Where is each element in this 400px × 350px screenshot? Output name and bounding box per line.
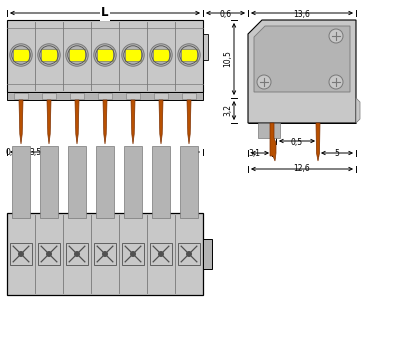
Bar <box>14 93 28 99</box>
Text: 3,2: 3,2 <box>223 105 232 117</box>
Circle shape <box>257 75 271 89</box>
Bar <box>150 243 172 265</box>
Bar <box>124 146 142 218</box>
Text: 3,5: 3,5 <box>29 148 41 157</box>
Bar <box>97 49 113 61</box>
Bar <box>94 243 116 265</box>
Bar <box>10 243 32 265</box>
Bar <box>7 20 203 92</box>
Bar <box>41 49 57 61</box>
Polygon shape <box>254 26 350 92</box>
Bar <box>98 93 112 99</box>
Circle shape <box>94 44 116 66</box>
Circle shape <box>329 75 343 89</box>
Bar <box>180 146 198 218</box>
Circle shape <box>178 44 200 66</box>
Circle shape <box>186 251 192 257</box>
Text: L: L <box>101 7 109 20</box>
Circle shape <box>18 251 24 257</box>
Circle shape <box>46 251 52 257</box>
Bar <box>68 146 86 218</box>
Bar <box>203 239 212 269</box>
Bar <box>181 49 197 61</box>
Text: 0,6: 0,6 <box>220 10 232 19</box>
Circle shape <box>130 251 136 257</box>
Bar <box>42 93 56 99</box>
Bar <box>125 49 141 61</box>
Circle shape <box>74 251 80 257</box>
Bar <box>7 213 203 295</box>
Bar <box>12 146 30 218</box>
Text: 0,75: 0,75 <box>6 148 22 157</box>
Bar <box>126 93 140 99</box>
Bar <box>38 243 60 265</box>
Text: 3,1: 3,1 <box>248 149 260 158</box>
Bar <box>153 49 169 61</box>
Bar <box>203 34 208 60</box>
Bar <box>182 93 196 99</box>
Polygon shape <box>270 123 276 161</box>
Polygon shape <box>159 100 163 144</box>
Text: 13,6: 13,6 <box>294 10 310 19</box>
Text: 5: 5 <box>334 149 340 158</box>
Bar <box>70 93 84 99</box>
Polygon shape <box>131 100 135 144</box>
Polygon shape <box>103 100 107 144</box>
Text: 12,6: 12,6 <box>294 164 310 173</box>
Circle shape <box>122 44 144 66</box>
Bar <box>258 123 280 138</box>
Text: 10,5: 10,5 <box>223 50 232 68</box>
Bar <box>7 92 203 100</box>
Polygon shape <box>248 20 356 123</box>
Circle shape <box>102 251 108 257</box>
Bar <box>154 93 168 99</box>
Polygon shape <box>19 100 23 144</box>
Bar <box>66 243 88 265</box>
Polygon shape <box>187 100 191 144</box>
Text: 0,5: 0,5 <box>291 138 303 147</box>
Polygon shape <box>47 100 51 144</box>
Circle shape <box>158 251 164 257</box>
Circle shape <box>329 29 343 43</box>
Circle shape <box>10 44 32 66</box>
Bar <box>122 243 144 265</box>
Polygon shape <box>316 123 320 161</box>
Circle shape <box>38 44 60 66</box>
Circle shape <box>66 44 88 66</box>
Bar <box>40 146 58 218</box>
Bar <box>69 49 85 61</box>
Bar <box>152 146 170 218</box>
Bar <box>13 49 29 61</box>
Bar <box>96 146 114 218</box>
Bar <box>178 243 200 265</box>
Circle shape <box>150 44 172 66</box>
Polygon shape <box>356 98 360 123</box>
Text: 2: 2 <box>194 148 198 157</box>
Polygon shape <box>75 100 79 144</box>
